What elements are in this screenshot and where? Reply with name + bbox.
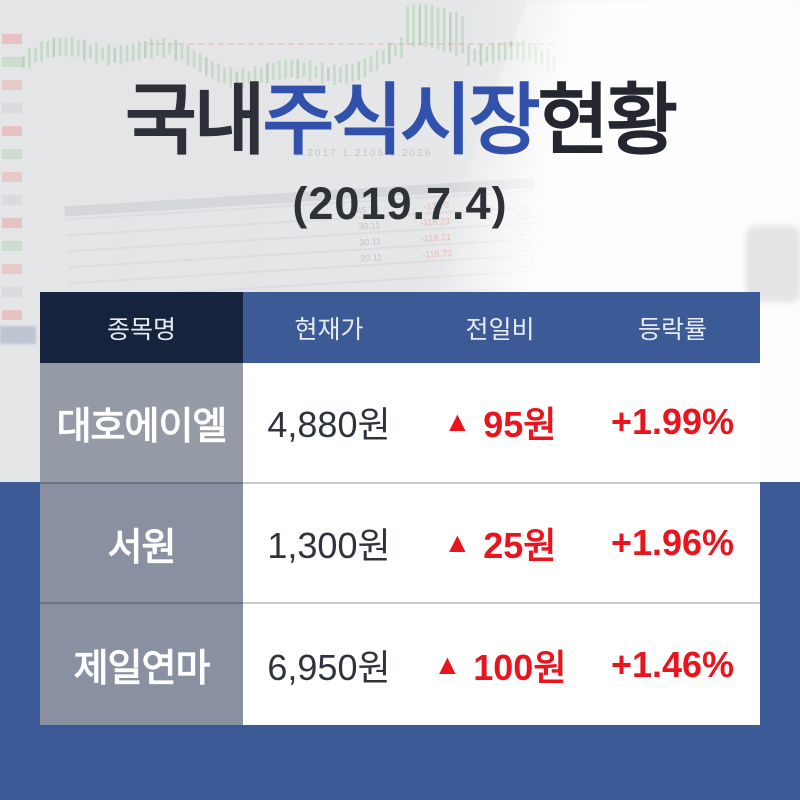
stock-change: ▲ 95원 bbox=[415, 363, 585, 484]
up-triangle-icon: ▲ bbox=[433, 648, 462, 680]
stock-change: ▲ 100원 bbox=[415, 604, 585, 726]
table-body: 대호에이엘 4,880원 ▲ 95원 +1.99% 서원 1,300원 ▲ 25… bbox=[40, 363, 760, 726]
change-value: 25원 bbox=[483, 525, 557, 566]
stock-price: 6,950원 bbox=[243, 604, 415, 726]
stock-name: 대호에이엘 bbox=[40, 363, 243, 484]
header-day-change: 전일비 bbox=[415, 292, 585, 363]
stock-change: ▲ 25원 bbox=[415, 483, 585, 605]
stock-name: 제일연마 bbox=[40, 604, 243, 726]
title-prefix: 국내 bbox=[124, 76, 266, 164]
up-triangle-icon: ▲ bbox=[443, 406, 472, 438]
header-stock-name: 종목명 bbox=[40, 292, 243, 363]
header-change-rate: 등락률 bbox=[585, 292, 760, 363]
change-rate: +1.99% bbox=[585, 363, 760, 484]
table-row: 서원 1,300원 ▲ 25원 +1.96% bbox=[40, 483, 760, 605]
screen-fragment-decoration bbox=[0, 326, 36, 344]
change-rate: +1.96% bbox=[585, 483, 760, 605]
header-current-price: 현재가 bbox=[243, 292, 415, 363]
table-row: 제일연마 6,950원 ▲ 100원 +1.46% bbox=[40, 604, 760, 726]
up-triangle-icon: ▲ bbox=[443, 527, 472, 558]
change-value: 100원 bbox=[473, 646, 567, 688]
change-rate: +1.46% bbox=[585, 604, 760, 726]
stock-price: 4,880원 bbox=[243, 363, 415, 484]
stock-table: 종목명 현재가 전일비 등락률 대호에이엘 4,880원 ▲ 95원 +1.99… bbox=[40, 292, 760, 726]
title-suffix: 현황 bbox=[537, 76, 679, 164]
report-date: (2019.7.4) bbox=[292, 178, 508, 229]
desk-object-decoration bbox=[746, 226, 800, 302]
page-title: 국내주식시장현황 bbox=[0, 79, 800, 162]
stock-name: 서원 bbox=[40, 483, 243, 605]
table-row: 대호에이엘 4,880원 ▲ 95원 +1.99% bbox=[40, 363, 760, 484]
table-header-row: 종목명 현재가 전일비 등락률 bbox=[40, 292, 760, 363]
title-highlight: 주식시장 bbox=[262, 76, 540, 164]
change-value: 95원 bbox=[483, 404, 557, 446]
stock-price: 1,300원 bbox=[243, 483, 415, 605]
